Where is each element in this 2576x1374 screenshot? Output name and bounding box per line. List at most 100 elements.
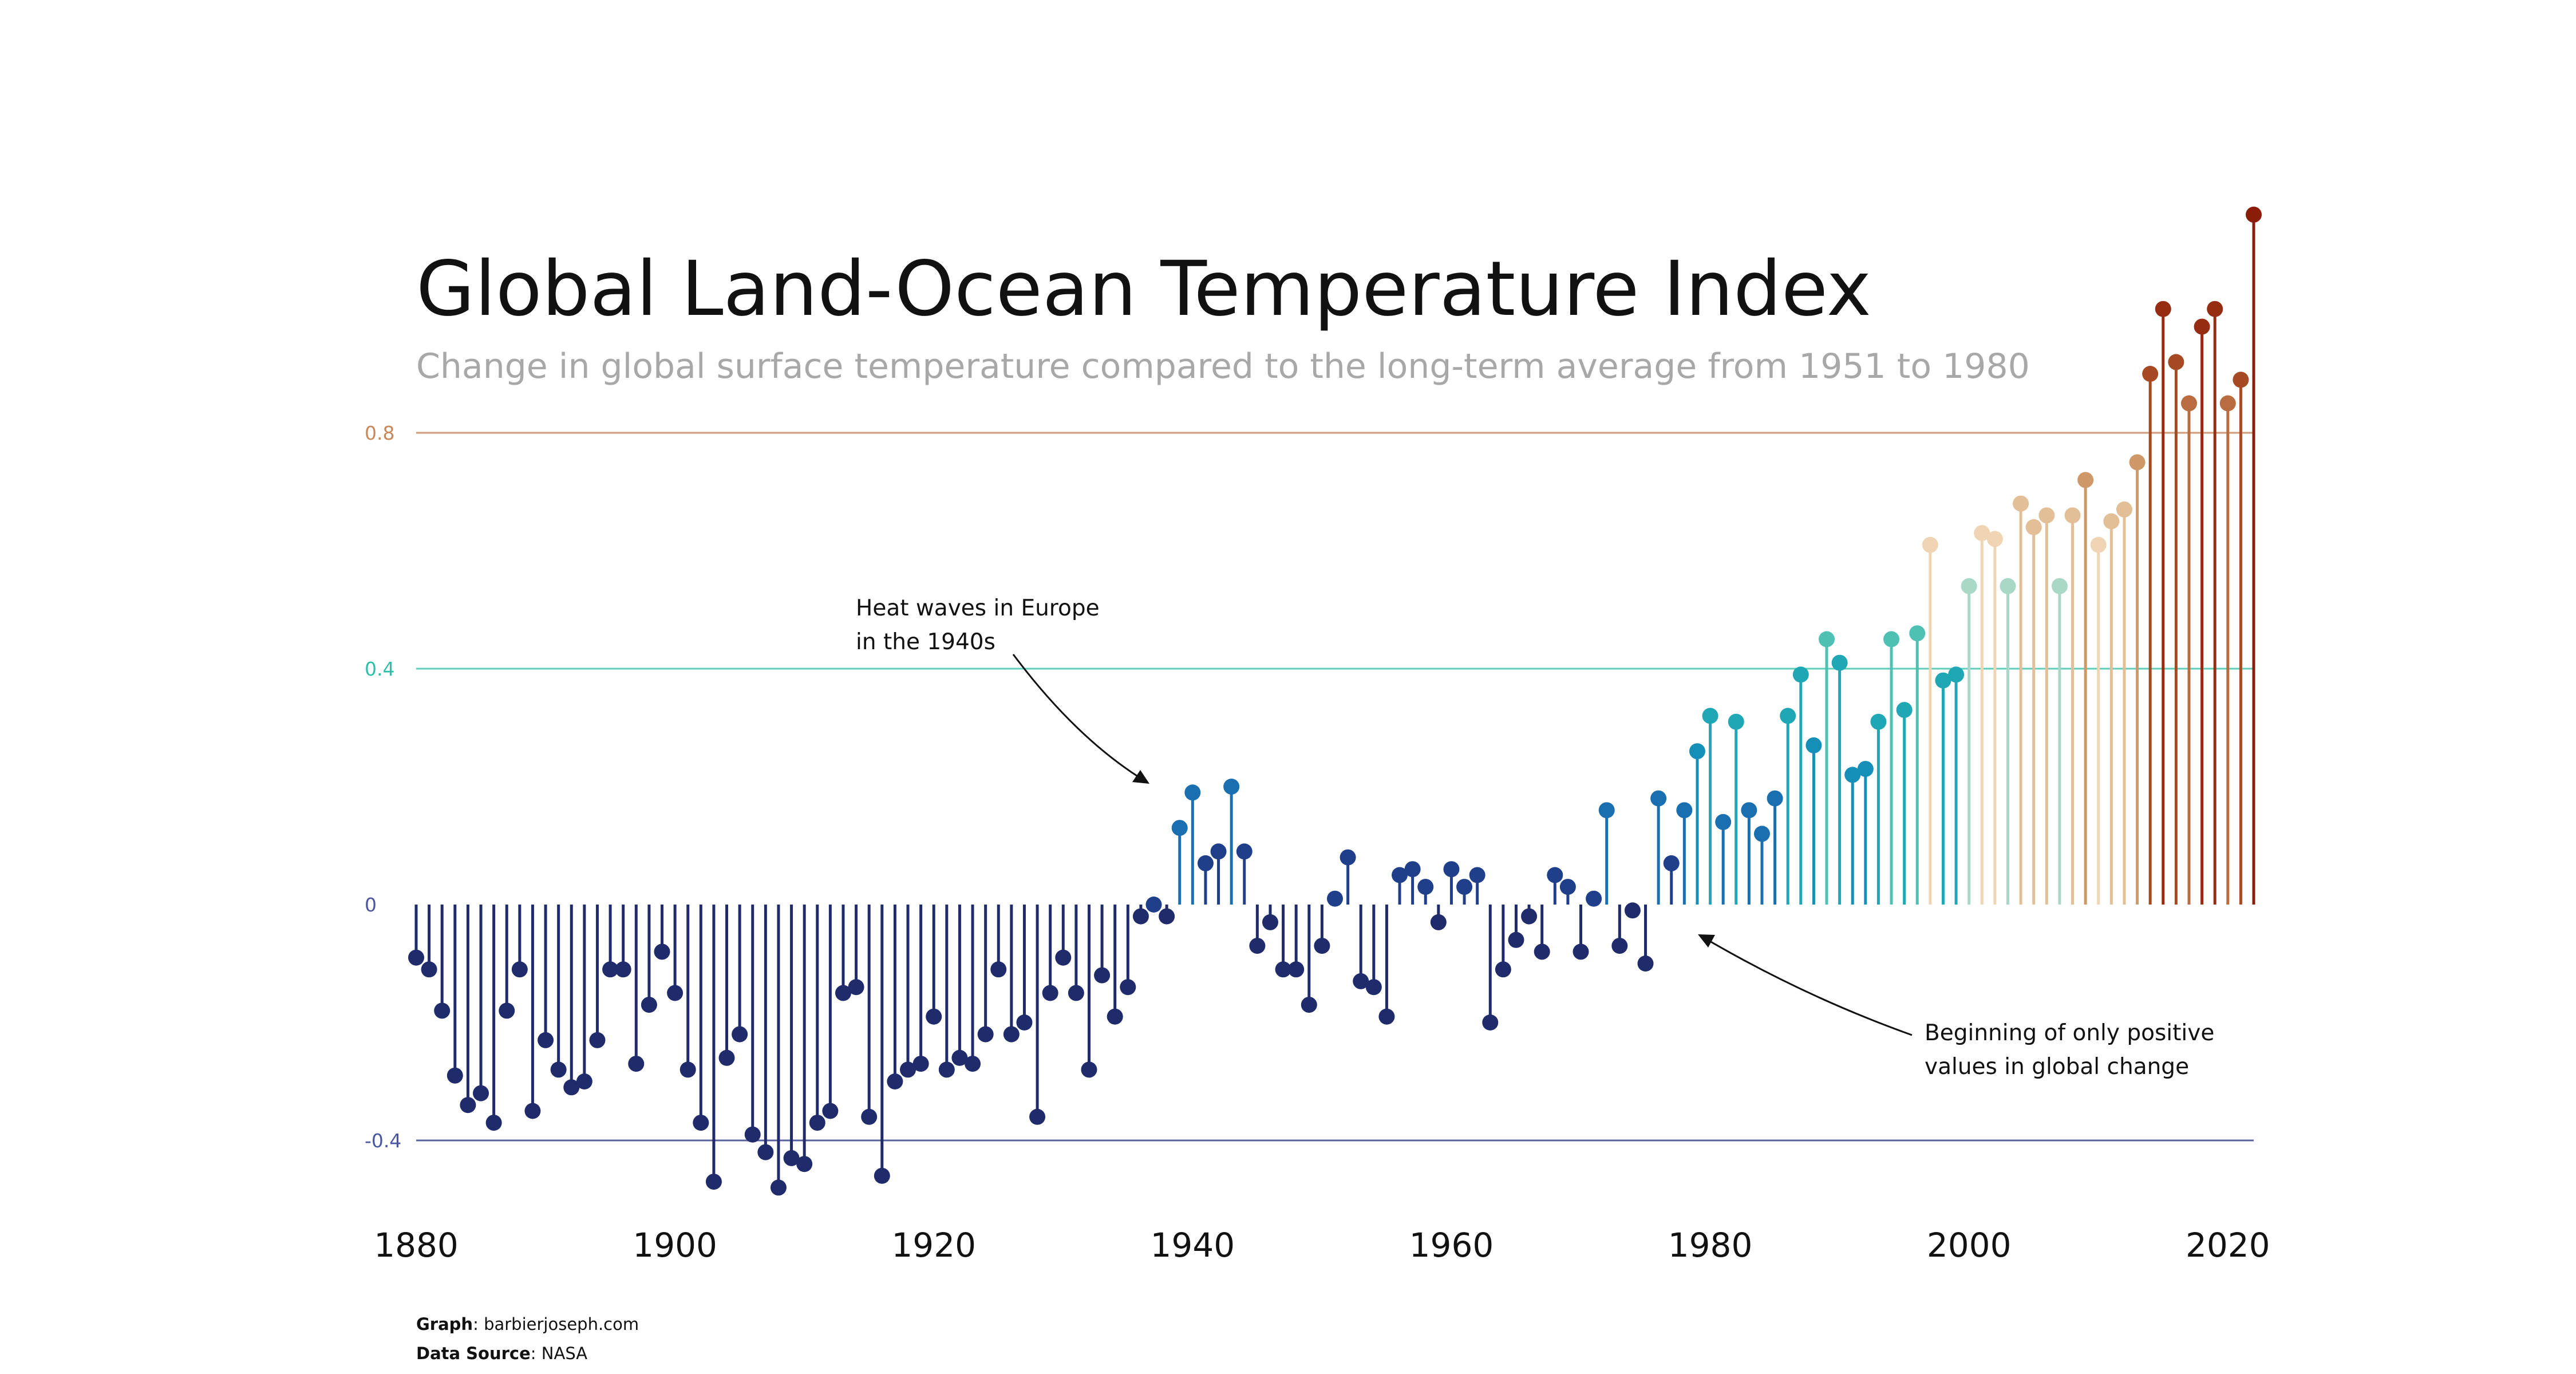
data-point	[2219, 395, 2236, 412]
data-point	[2168, 354, 2184, 370]
data-point	[576, 1073, 592, 1089]
data-point	[628, 1056, 645, 1072]
data-point	[1495, 961, 1511, 978]
data-point	[1171, 820, 1188, 836]
data-point	[861, 1108, 878, 1125]
data-point	[1961, 578, 1977, 594]
annotation-positive: Beginning of only positive values in glo…	[1698, 934, 2214, 1080]
data-point	[421, 961, 437, 978]
data-point	[1081, 1061, 1097, 1078]
data-point	[1986, 531, 2003, 547]
data-point	[499, 1002, 515, 1019]
data-point	[1935, 672, 1951, 689]
data-point	[1573, 943, 1589, 960]
data-point	[1236, 843, 1253, 860]
x-tick-label: 2020	[2186, 1226, 2270, 1265]
data-point	[654, 943, 670, 960]
data-point	[524, 1103, 541, 1119]
data-point	[1741, 802, 1757, 819]
data-point	[770, 1179, 787, 1196]
data-point	[1223, 779, 1240, 795]
data-point	[1417, 879, 1434, 895]
data-point	[1145, 897, 1162, 913]
data-point	[757, 1144, 774, 1160]
data-point	[641, 997, 657, 1013]
data-point	[2155, 301, 2171, 317]
data-point	[1948, 666, 1965, 683]
data-point	[1508, 931, 1524, 948]
footer-graph: Graph: barbierjoseph.com	[416, 1314, 639, 1334]
data-point	[615, 961, 631, 978]
data-point	[1392, 867, 1408, 883]
data-point	[2180, 395, 2197, 412]
y-tick-label: 0.8	[365, 422, 394, 444]
data-point	[744, 1126, 761, 1143]
data-point	[718, 1049, 735, 1066]
data-point	[874, 1167, 890, 1184]
data-point	[1094, 967, 1111, 984]
data-point	[1728, 713, 1744, 730]
data-point	[1184, 784, 1201, 801]
x-axis-ticks: 1880 1900 1920 1940 1960 1980 2000 2020	[374, 1226, 2270, 1265]
data-point	[1663, 855, 1680, 871]
annotation-heatwaves-arrowhead	[1132, 770, 1149, 784]
data-point	[408, 949, 424, 966]
x-tick-label: 1900	[633, 1226, 717, 1265]
data-point	[2103, 513, 2120, 530]
data-point	[485, 1115, 502, 1131]
data-point	[1469, 867, 1485, 883]
data-point	[460, 1097, 476, 1114]
data-point	[1819, 631, 1835, 647]
data-point	[1197, 855, 1214, 871]
data-point	[1689, 743, 1705, 760]
data-point	[1792, 666, 1809, 683]
data-point	[822, 1103, 839, 1119]
data-point	[1288, 961, 1305, 978]
x-tick-label: 1980	[1668, 1226, 1753, 1265]
data-point	[1249, 938, 1266, 954]
data-point	[1521, 908, 1538, 925]
data-point	[1340, 849, 1356, 866]
footer-source: Data Source: NASA	[416, 1344, 587, 1363]
gridlines	[416, 432, 2254, 1142]
data-point	[1275, 961, 1291, 978]
data-point	[796, 1156, 813, 1172]
data-point	[1262, 914, 1278, 930]
data-point	[550, 1061, 567, 1078]
data-point	[1404, 861, 1421, 878]
data-point	[2246, 206, 2262, 223]
y-tick-label: 0.4	[365, 658, 394, 680]
data-points	[408, 206, 2262, 1196]
data-point	[732, 1026, 748, 1043]
data-point	[2025, 519, 2042, 535]
data-point	[2233, 372, 2249, 388]
data-point	[1780, 708, 1796, 724]
footer-source-label: Data Source	[416, 1344, 531, 1363]
data-point	[1107, 1008, 1123, 1025]
annotation-positive-line1: Beginning of only positive	[1925, 1020, 2214, 1046]
data-point	[1456, 879, 1473, 895]
data-point	[1702, 708, 1718, 724]
data-point	[1559, 879, 1576, 895]
data-point	[1831, 654, 1848, 671]
annotation-heatwaves-line2: in the 1940s	[856, 629, 995, 655]
data-point	[1378, 1008, 1395, 1025]
data-point	[693, 1115, 709, 1131]
data-point	[1805, 737, 1822, 753]
data-point	[563, 1079, 580, 1096]
footer-graph-value: : barbierjoseph.com	[473, 1314, 639, 1334]
data-point	[434, 1002, 451, 1019]
stems	[414, 214, 2255, 1188]
footer-graph-label: Graph	[416, 1314, 473, 1334]
data-point	[705, 1174, 722, 1190]
data-point	[1132, 908, 1149, 925]
data-point	[1715, 814, 1732, 830]
x-tick-label: 1940	[1151, 1226, 1235, 1265]
data-point	[1314, 938, 1330, 954]
data-point	[900, 1061, 916, 1078]
y-tick-label: -0.4	[365, 1130, 401, 1152]
data-point	[538, 1032, 554, 1048]
data-point	[1003, 1026, 1020, 1043]
data-point	[1870, 713, 1887, 730]
data-point	[2116, 501, 2132, 518]
